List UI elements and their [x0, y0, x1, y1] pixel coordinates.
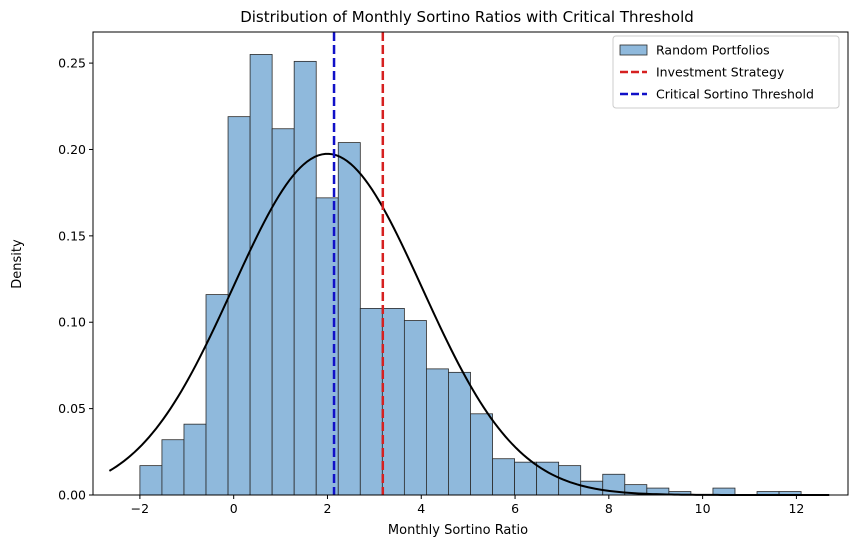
x-tick-label: 2 — [323, 501, 331, 516]
histogram-bar — [558, 465, 582, 496]
y-axis-ticks: 0.00 0.05 0.10 0.15 0.20 0.25 — [58, 56, 93, 503]
histogram-bar — [381, 308, 405, 496]
legend-label: Investment Strategy — [656, 65, 785, 80]
histogram-bar — [403, 320, 427, 496]
x-axis-title: Monthly Sortino Ratio — [388, 523, 528, 538]
legend-label: Random Portfolios — [656, 43, 770, 58]
x-tick-label: 6 — [511, 501, 519, 516]
x-tick-label: 12 — [788, 501, 804, 516]
histogram-bar — [183, 423, 207, 496]
chart-title: Distribution of Monthly Sortino Ratios w… — [240, 8, 694, 26]
histogram-bar — [139, 465, 163, 496]
histogram-bar — [271, 128, 295, 496]
histogram-bars — [139, 54, 802, 496]
y-tick-label: 0.05 — [58, 401, 86, 416]
histogram-bar — [205, 294, 229, 496]
threshold-lines — [332, 32, 385, 495]
y-tick-label: 0.00 — [58, 488, 86, 503]
x-tick-label: 4 — [417, 501, 425, 516]
histogram-bar — [359, 308, 383, 496]
y-tick-label: 0.20 — [58, 142, 86, 157]
x-axis-ticks: −2 0 2 4 6 8 10 12 — [131, 495, 804, 516]
legend-swatch-patch — [619, 44, 648, 56]
histogram-bar — [492, 458, 515, 496]
legend-box — [612, 35, 840, 109]
histogram-bar — [426, 368, 449, 496]
histogram-bar — [161, 439, 185, 496]
legend: Random Portfolios Investment Strategy Crit… — [612, 35, 840, 109]
histogram-bar — [249, 54, 273, 496]
x-tick-label: 8 — [605, 501, 613, 516]
x-tick-label: −2 — [131, 501, 149, 516]
histogram-bar — [470, 413, 493, 496]
histogram-bar — [337, 142, 361, 496]
y-tick-label: 0.15 — [58, 228, 86, 243]
histogram-bar — [227, 116, 251, 496]
histogram-bar — [448, 371, 471, 496]
x-tick-label: 10 — [695, 501, 711, 516]
y-tick-label: 0.25 — [58, 56, 86, 71]
plot-frame — [92, 31, 849, 496]
histogram-bar — [293, 60, 317, 496]
legend-label: Critical Sortino Threshold — [656, 87, 814, 102]
x-tick-label: 0 — [230, 501, 238, 516]
histogram-bar — [514, 461, 538, 496]
y-axis-title: Density — [10, 239, 25, 289]
y-tick-label: 0.10 — [58, 315, 86, 330]
